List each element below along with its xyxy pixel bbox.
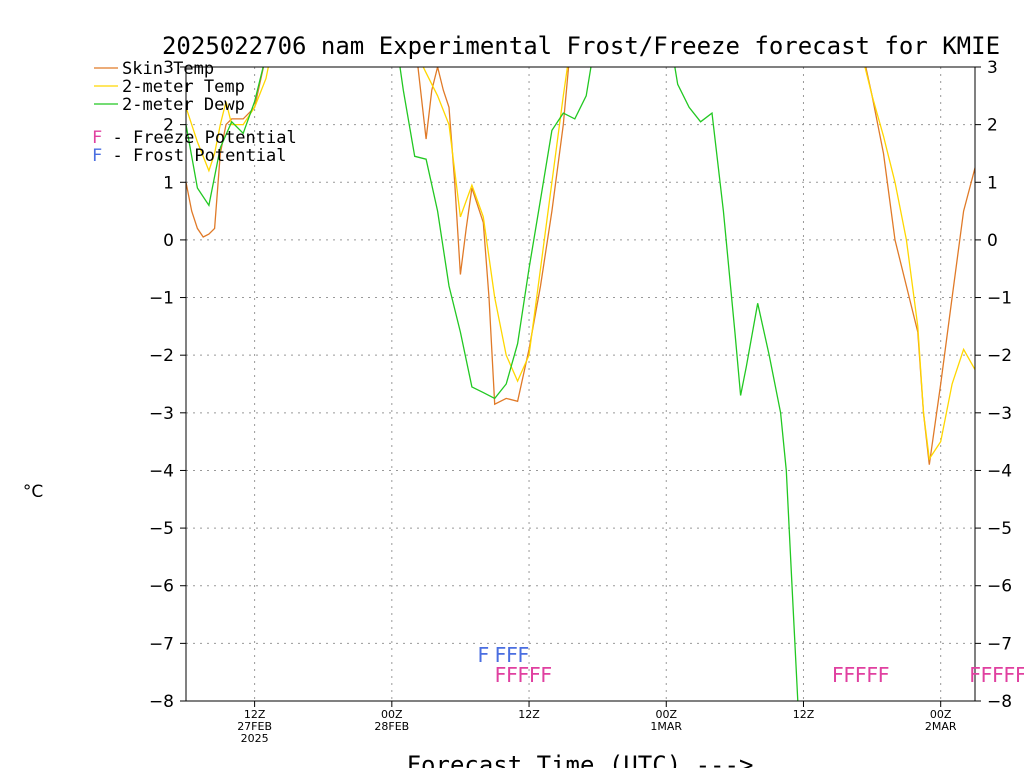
y-tick-label-right: 2 — [987, 116, 998, 136]
x-tick-label: 00Z — [655, 708, 677, 721]
y-tick-label-left: 2 — [163, 116, 174, 136]
y-tick-label-right: 1 — [987, 173, 998, 193]
potential-flag: F — [855, 663, 867, 687]
x-axis-label: Forecast Time (UTC) ---> — [407, 751, 754, 768]
y-tick-label-left: −3 — [149, 404, 174, 424]
y-tick-label-right: 3 — [987, 58, 998, 78]
potential-flag: F — [506, 643, 518, 667]
flag-legend-entry: F - Freeze Potential — [92, 128, 297, 148]
legend-entry: Skin Temp — [122, 59, 214, 79]
x-tick-label: 12Z — [518, 708, 540, 721]
x-tick-label: 28FEB — [374, 720, 409, 733]
x-tick-label: 2025 — [241, 732, 269, 745]
x-tick-label: 00Z — [930, 708, 952, 721]
legend-entry: 2-meter Temp — [122, 77, 245, 97]
potential-flag: F — [529, 663, 541, 687]
series-line-skin-temp — [186, 67, 975, 465]
flag-legend-entry: F - Frost Potential — [92, 146, 286, 166]
potential-flag: F — [517, 663, 529, 687]
legend-entry: 2-meter Dewp — [122, 95, 245, 115]
chart-title: 2025022706 nam Experimental Frost/Freeze… — [162, 32, 1000, 60]
y-tick-label-left: −8 — [149, 692, 174, 712]
x-tick-label: 12Z — [793, 708, 815, 721]
potential-flag: F — [540, 663, 552, 687]
y-tick-label-left: 3 — [163, 58, 174, 78]
y-tick-label-left: −4 — [149, 461, 174, 481]
y-axis-label: °C — [23, 482, 43, 502]
y-axis-ticks: 3 3 2 2 1 1 0 0 −1 −1 −2 −2 −3 −3 −4 −4 −5 −5 −6 −6 −7 −7 −8 −8 — [149, 58, 1012, 712]
y-tick-label-right: −5 — [987, 519, 1012, 539]
x-tick-label: 2MAR — [925, 720, 957, 733]
series-line-2-meter-dewp — [186, 67, 800, 701]
potential-flags: FFFFFFFFFFFFFFFFFFFFFFFFFFFFFFFF — [477, 643, 1024, 687]
x-tick-label: 1MAR — [650, 720, 682, 733]
series-line-2-meter-temp — [186, 67, 975, 461]
potential-flag: F — [1015, 663, 1024, 687]
y-tick-label-right: −1 — [987, 289, 1012, 309]
potential-flag: F — [866, 663, 878, 687]
y-tick-label-right: 0 — [987, 231, 998, 251]
x-tick-label: 27FEB — [237, 720, 272, 733]
potential-flag: F — [494, 663, 506, 687]
y-tick-label-left: 0 — [163, 231, 174, 251]
y-tick-label-left: −1 — [149, 289, 174, 309]
y-tick-label-left: −6 — [149, 577, 174, 597]
potential-flag: F — [877, 663, 889, 687]
potential-flag: F — [1003, 663, 1015, 687]
potential-flag: F — [992, 663, 1004, 687]
series-lines — [186, 67, 975, 701]
potential-flag: F — [494, 643, 506, 667]
grid-lines — [186, 67, 975, 701]
y-tick-label-left: −5 — [149, 519, 174, 539]
potential-flag: F — [980, 663, 992, 687]
potential-flag: F — [843, 663, 855, 687]
plot-frame — [185, 66, 976, 702]
y-tick-label-right: −2 — [987, 346, 1012, 366]
potential-flag: F — [506, 663, 518, 687]
y-tick-label-right: −3 — [987, 404, 1012, 424]
y-tick-label-left: 1 — [163, 173, 174, 193]
potential-flag: F — [969, 663, 981, 687]
y-tick-label-right: −8 — [987, 692, 1012, 712]
y-tick-label-right: −4 — [987, 461, 1012, 481]
potential-flag: F — [832, 663, 844, 687]
y-tick-label-right: −7 — [987, 634, 1012, 654]
y-tick-label-left: −2 — [149, 346, 174, 366]
y-tick-label-left: −7 — [149, 634, 174, 654]
potential-flag: F — [517, 643, 529, 667]
potential-flag: F — [477, 643, 489, 667]
x-tick-label: 12Z — [244, 708, 266, 721]
y-tick-label-right: −6 — [987, 577, 1012, 597]
x-tick-label: 00Z — [381, 708, 403, 721]
